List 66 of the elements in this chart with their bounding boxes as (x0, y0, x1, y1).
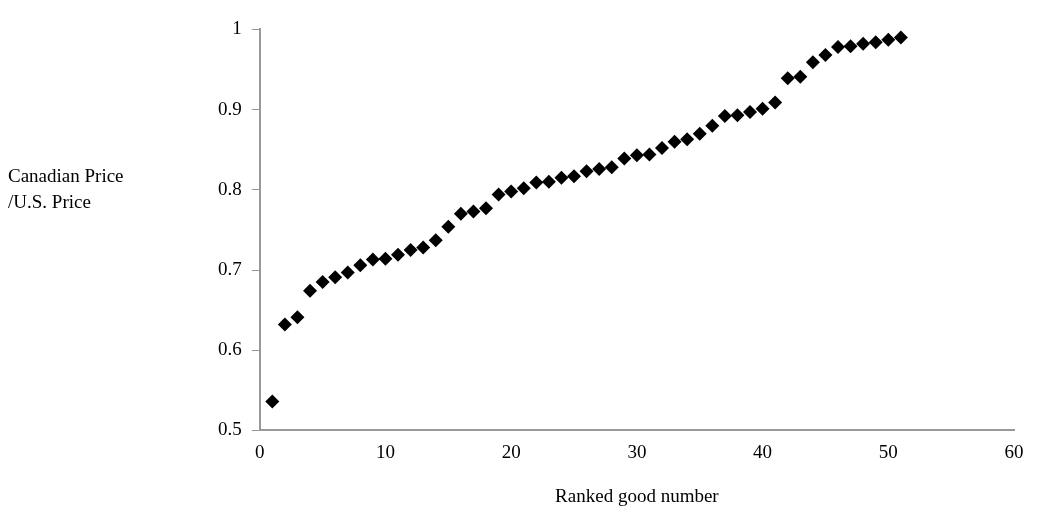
point (617, 151, 632, 166)
x-tick-label: 40 (753, 440, 773, 462)
point (680, 132, 695, 147)
point (516, 181, 531, 196)
point (441, 219, 456, 234)
point (453, 206, 468, 221)
y-tick-label: 0.9 (218, 97, 242, 119)
point (466, 204, 481, 219)
point (692, 126, 707, 141)
point (504, 184, 519, 199)
point (290, 310, 305, 325)
point (768, 95, 783, 110)
point (378, 251, 393, 266)
point (353, 258, 368, 273)
y-tick-label: 0.8 (218, 177, 242, 199)
x-tick-label: 20 (501, 440, 521, 462)
point (717, 109, 732, 124)
point (868, 35, 883, 50)
point (428, 233, 443, 248)
point (365, 252, 380, 267)
point (328, 270, 343, 285)
point (893, 30, 908, 45)
point (567, 169, 582, 184)
point (843, 39, 858, 54)
point (667, 134, 682, 149)
point (655, 141, 670, 156)
y-tick-label: 0.6 (218, 338, 242, 360)
point (881, 32, 896, 47)
y-axis-title: Canadian Price /U.S. Price (8, 164, 125, 214)
point (303, 283, 318, 298)
point (491, 187, 506, 202)
point (529, 175, 544, 190)
point (705, 118, 720, 133)
point (642, 147, 657, 162)
point (592, 161, 607, 176)
point (730, 108, 745, 123)
point (793, 69, 808, 84)
point (743, 105, 758, 120)
point (780, 71, 795, 86)
point (479, 201, 494, 216)
point (579, 164, 594, 179)
point (416, 240, 431, 255)
point (818, 48, 833, 63)
x-tick-label: 0 (255, 440, 265, 462)
x-axis-title: Ranked good number (555, 484, 720, 506)
point (856, 36, 871, 51)
x-tick-label: 60 (1004, 440, 1024, 462)
y-tick-label: 1 (232, 17, 242, 39)
point (629, 148, 644, 163)
point (403, 242, 418, 257)
x-tick-label: 10 (375, 440, 395, 462)
y-tick-label: 0.5 (218, 418, 242, 440)
point (604, 160, 619, 175)
point (554, 170, 569, 185)
point (391, 247, 406, 262)
y-tick-label: 0.7 (218, 257, 242, 279)
point (340, 265, 355, 280)
point (277, 317, 292, 332)
x-tick-label: 30 (627, 440, 647, 462)
point (315, 275, 330, 290)
point (755, 101, 770, 116)
point (805, 55, 820, 70)
point (541, 174, 556, 189)
point (831, 40, 846, 55)
point (265, 394, 280, 409)
x-tick-label: 50 (878, 440, 898, 462)
